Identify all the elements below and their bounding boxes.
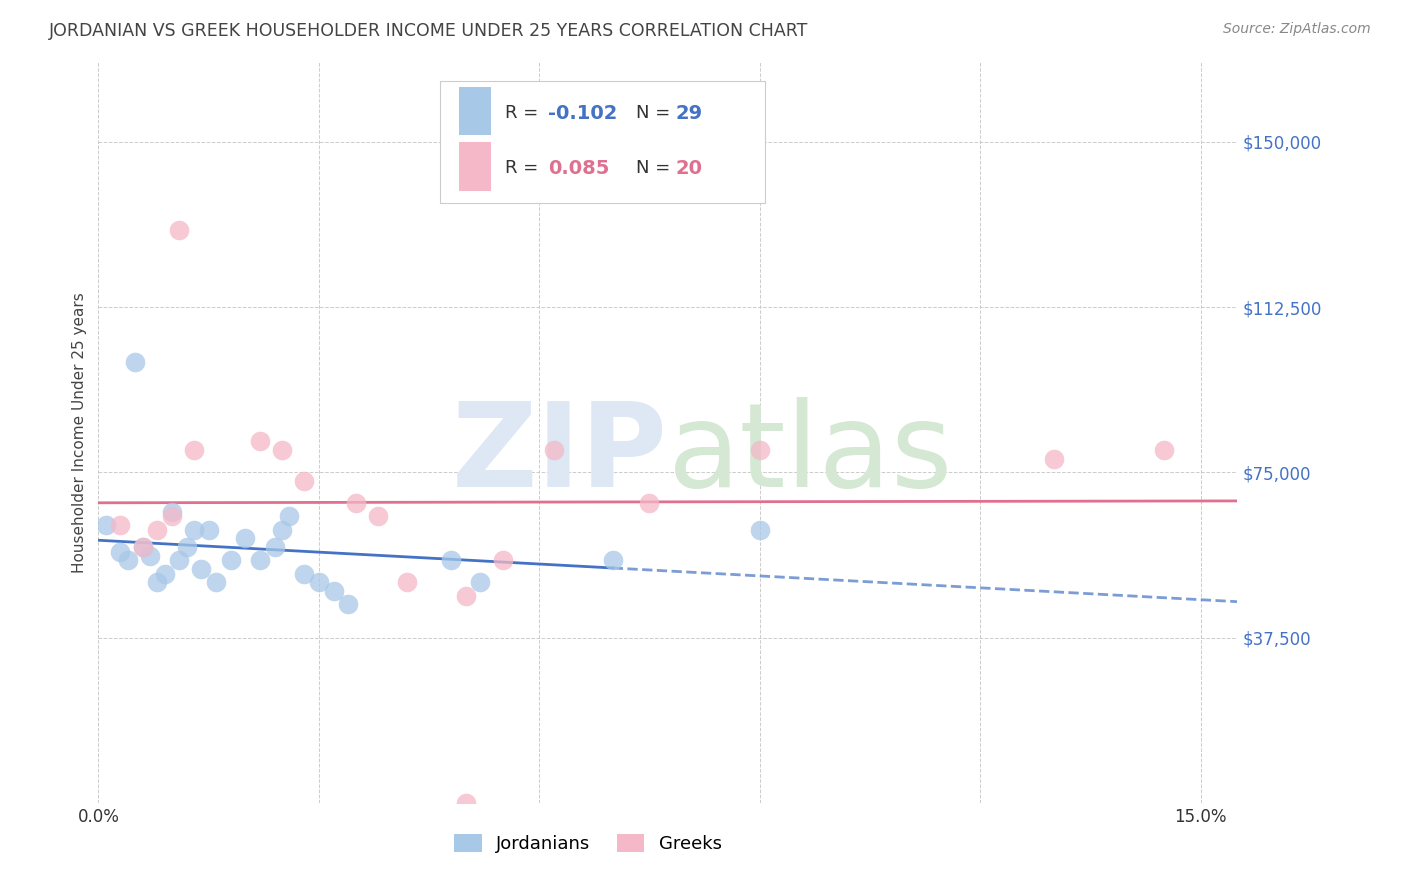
Point [197,523,219,537]
Point [1153,443,1175,458]
Point [131,540,153,554]
Point [249,434,271,449]
Point [205,575,228,590]
Point [344,496,367,510]
Point [183,523,205,537]
Point [110,518,132,533]
Point [160,505,183,519]
Point [249,553,271,567]
Text: ZIP: ZIP [451,397,668,512]
Text: -0.102: -0.102 [548,103,617,123]
Point [153,566,176,581]
Point [235,532,257,546]
FancyBboxPatch shape [460,87,491,135]
Text: 29: 29 [676,103,703,123]
Point [167,223,190,237]
Text: N =: N = [636,160,676,178]
Point [139,549,162,563]
Text: JORDANIAN VS GREEK HOUSEHOLDER INCOME UNDER 25 YEARS CORRELATION CHART: JORDANIAN VS GREEK HOUSEHOLDER INCOME UN… [49,22,808,40]
Point [278,509,301,524]
Point [367,509,389,524]
Legend: Jordanians, Greeks: Jordanians, Greeks [447,827,730,861]
Point [117,553,139,567]
Point [322,584,344,599]
FancyBboxPatch shape [460,143,491,191]
Point [146,575,169,590]
Point [219,553,242,567]
Y-axis label: Householder Income Under 25 years: Householder Income Under 25 years [72,293,87,573]
Point [190,562,212,576]
Point [292,474,315,488]
Point [94,518,117,533]
Text: atlas: atlas [668,397,953,512]
Point [454,796,477,810]
Point [337,598,360,612]
Point [491,553,513,567]
Point [292,566,315,581]
Point [308,575,330,590]
Point [454,589,477,603]
Text: Source: ZipAtlas.com: Source: ZipAtlas.com [1223,22,1371,37]
FancyBboxPatch shape [440,81,765,203]
Point [543,443,565,458]
Point [110,544,132,558]
Point [131,540,153,554]
Point [160,509,183,524]
Point [602,553,624,567]
Text: R =: R = [505,104,544,122]
Point [176,540,198,554]
Point [271,443,294,458]
Point [748,443,770,458]
Point [263,540,285,554]
Point [146,523,169,537]
Text: 20: 20 [676,159,703,178]
Point [183,443,205,458]
Point [440,553,463,567]
Point [1042,452,1064,467]
Text: 0.085: 0.085 [548,159,610,178]
Point [167,553,190,567]
Point [271,523,294,537]
Text: R =: R = [505,160,544,178]
Point [395,575,418,590]
Text: N =: N = [636,104,676,122]
Point [124,355,146,369]
Point [638,496,661,510]
Point [748,523,770,537]
Point [470,575,492,590]
